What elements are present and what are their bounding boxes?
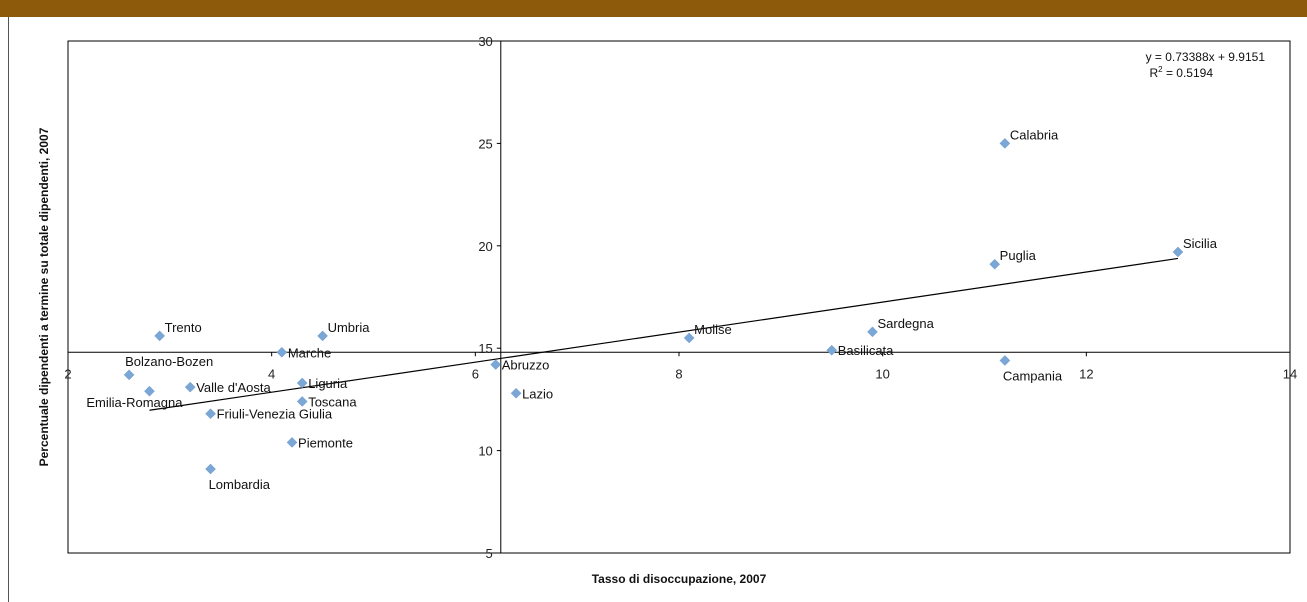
r2-sup: 2	[1158, 65, 1163, 74]
point-trento	[154, 330, 166, 342]
point-emilia-romagna	[144, 385, 155, 397]
r-squared: R2 = 0.5194	[1149, 65, 1213, 80]
point-lombardia	[205, 463, 216, 475]
point-sicilia	[1172, 246, 1184, 258]
y-tick-label: 15	[478, 341, 492, 356]
y-axis-label: Percentuale dipendenti a termine su tota…	[37, 127, 51, 466]
trendline-equation: y = 0.73388x + 9.9151	[1146, 50, 1266, 64]
point-label: Molise	[694, 322, 732, 337]
y-tick-label: 25	[478, 136, 492, 151]
y-tick-label: 5	[486, 546, 493, 561]
x-axis-label: Tasso di disoccupazione, 2007	[592, 572, 767, 586]
point-sardegna	[867, 326, 878, 338]
x-tick-label: 8	[675, 366, 682, 381]
point-label: Toscana	[308, 394, 357, 409]
x-tick-label: 6	[472, 366, 479, 381]
point-label: Piemonte	[298, 435, 353, 450]
r2-suffix: = 0.5194	[1163, 66, 1214, 80]
point-valle-d-aosta	[184, 381, 196, 393]
trendline	[149, 257, 1179, 411]
y-tick-label: 30	[478, 34, 492, 49]
y-tick-label: 10	[478, 444, 492, 459]
point-marche	[276, 346, 288, 358]
point-label: Lazio	[522, 386, 553, 401]
point-label: Liguria	[308, 376, 348, 391]
point-label: Trento	[165, 320, 202, 335]
point-label: Umbria	[328, 320, 371, 335]
point-toscana	[296, 396, 308, 407]
point-label: Bolzano-Bozen	[125, 354, 213, 369]
point-label: Campania	[1003, 368, 1063, 383]
point-lazio	[510, 387, 522, 399]
point-label: Sardegna	[877, 316, 934, 331]
point-friuli-venezia-giulia	[205, 408, 216, 420]
point-molise	[683, 332, 695, 344]
point-umbria	[317, 330, 328, 342]
point-abruzzo	[490, 359, 502, 370]
plot-area	[67, 40, 1291, 554]
point-label: Lombardia	[209, 477, 271, 492]
point-label: Marche	[288, 345, 331, 360]
y-tick-label: 20	[478, 239, 492, 254]
point-label: Puglia	[1000, 248, 1037, 263]
axes: 2 4 6 8 10 12 14 5 10 15 20 25 30	[64, 34, 1297, 561]
data-points: Trento Umbria Marche Bolzano-Bozen Emilia-Ro…	[86, 127, 1217, 492]
point-label: Abruzzo	[502, 358, 550, 373]
point-label: Sicilia	[1183, 236, 1218, 251]
point-label: Basilicata	[838, 343, 894, 358]
x-tick-label: 14	[1283, 366, 1297, 381]
point-campania	[999, 355, 1011, 366]
point-piemonte	[286, 437, 298, 448]
point-liguria	[296, 377, 308, 389]
r2-prefix: R	[1149, 66, 1158, 80]
point-label: Valle d'Aosta	[196, 380, 271, 395]
point-puglia	[989, 258, 1001, 270]
top-banner	[0, 0, 1307, 17]
x-tick-label: 4	[268, 366, 275, 381]
trendline-line	[149, 257, 1179, 411]
x-tick-label: 2	[64, 366, 71, 381]
point-bolzano-bozen	[123, 369, 135, 381]
point-label: Calabria	[1010, 127, 1059, 142]
x-tick-label: 10	[875, 366, 889, 381]
left-rule	[8, 17, 9, 602]
point-calabria	[999, 138, 1011, 149]
point-label: Emilia-Romagna	[86, 395, 183, 410]
point-label: Friuli-Venezia Giulia	[217, 407, 333, 422]
x-tick-label: 12	[1079, 366, 1093, 381]
point-basilicata	[826, 344, 838, 356]
